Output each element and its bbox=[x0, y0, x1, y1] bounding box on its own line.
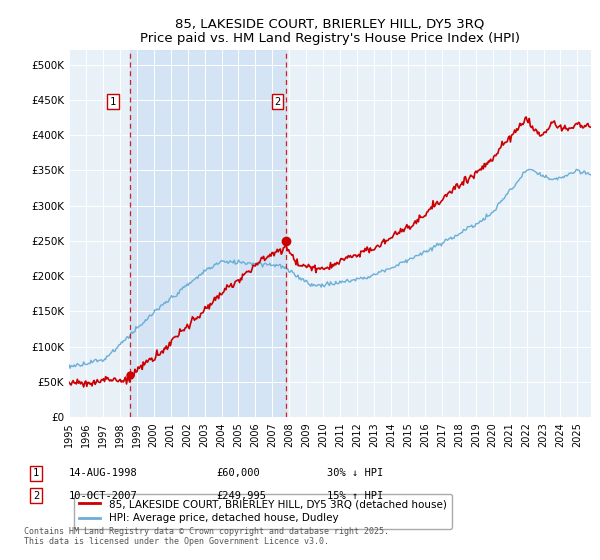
Bar bbox=[130, 50, 286, 417]
Text: 2: 2 bbox=[274, 97, 281, 107]
Text: £60,000: £60,000 bbox=[216, 468, 260, 478]
Text: 1: 1 bbox=[33, 468, 39, 478]
Text: £249,995: £249,995 bbox=[216, 491, 266, 501]
Text: 30% ↓ HPI: 30% ↓ HPI bbox=[327, 468, 383, 478]
Text: 1: 1 bbox=[110, 97, 116, 107]
Text: Contains HM Land Registry data © Crown copyright and database right 2025.
This d: Contains HM Land Registry data © Crown c… bbox=[24, 526, 389, 546]
Text: 15% ↑ HPI: 15% ↑ HPI bbox=[327, 491, 383, 501]
Legend: 85, LAKESIDE COURT, BRIERLEY HILL, DY5 3RQ (detached house), HPI: Average price,: 85, LAKESIDE COURT, BRIERLEY HILL, DY5 3… bbox=[74, 494, 452, 529]
Text: 14-AUG-1998: 14-AUG-1998 bbox=[69, 468, 138, 478]
Text: 10-OCT-2007: 10-OCT-2007 bbox=[69, 491, 138, 501]
Text: 2: 2 bbox=[33, 491, 39, 501]
Title: 85, LAKESIDE COURT, BRIERLEY HILL, DY5 3RQ
Price paid vs. HM Land Registry's Hou: 85, LAKESIDE COURT, BRIERLEY HILL, DY5 3… bbox=[140, 17, 520, 45]
